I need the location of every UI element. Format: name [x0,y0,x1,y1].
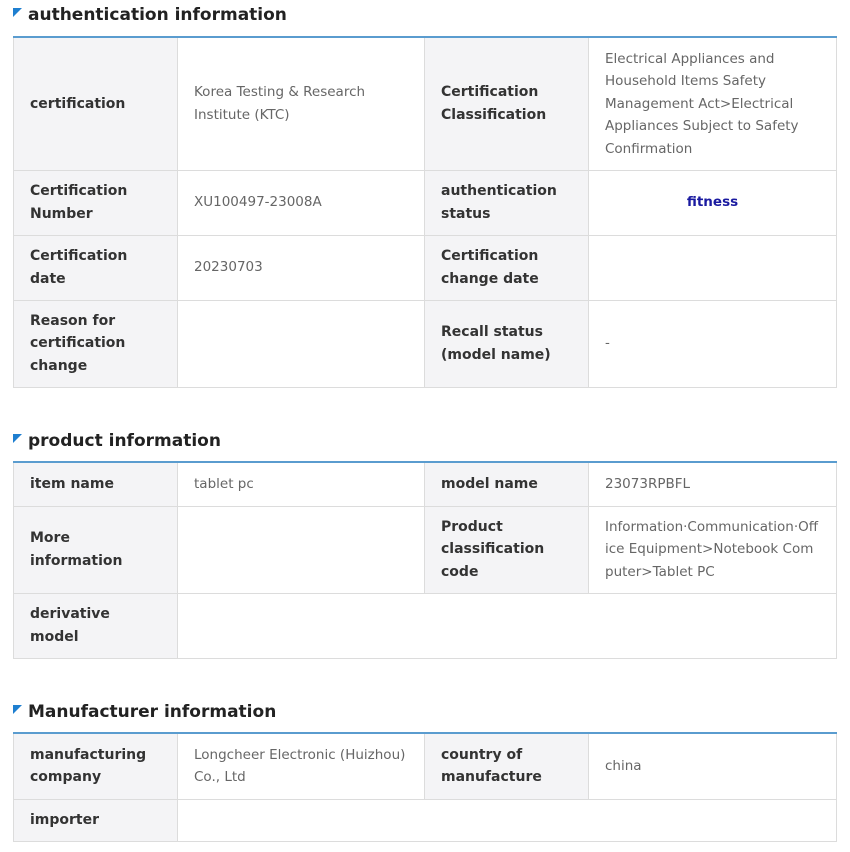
number-value: XU100497-23008A [177,169,425,236]
code-label: Product classification code [424,505,589,594]
company-label: manufacturing company [13,732,178,800]
certification-label: certification [13,36,178,171]
table-row: certification Korea Testing & Research I… [13,36,837,171]
company-value: Longcheer Electronic (Huizhou) Co., Ltd [177,732,425,800]
reason-label: Reason for certification change [13,299,178,388]
table-row: item name tablet pc model name 23073RPBF… [13,461,837,507]
date-value: 20230703 [177,234,425,301]
more-value [177,505,425,594]
section-flag-icon [13,433,22,443]
classification-value: Electrical Appliances and Household Item… [588,36,837,171]
section-flag-icon [13,7,22,17]
table-row: More information Product classification … [13,505,837,594]
importer-label: importer [13,798,178,842]
manufacturer-table: manufacturing company Longcheer Electron… [13,732,837,842]
table-row: importer [13,798,837,842]
manufacturer-section-title: Manufacturer information [13,702,276,722]
recall-label: Recall status (model name) [424,299,589,388]
manufacturer-title: Manufacturer information [28,702,277,722]
status-label: authentication status [424,169,589,236]
product-table: item name tablet pc model name 23073RPBF… [13,461,837,659]
item-label: item name [13,461,178,507]
product-title: product information [28,431,221,451]
table-row: Certification Number XU100497-23008A aut… [13,169,837,236]
table-row: derivative model [13,592,837,659]
item-value: tablet pc [177,461,425,507]
table-row: manufacturing company Longcheer Electron… [13,732,837,800]
country-value: china [588,732,837,800]
auth-section-title: authentication information [13,5,287,25]
change-date-label: Certification change date [424,234,589,301]
reason-value [177,299,425,388]
model-value: 23073RPBFL [588,461,837,507]
status-badge: fitness [686,194,739,211]
auth-title: authentication information [28,5,287,25]
status-cell: fitness [588,169,837,236]
derivative-label: derivative model [13,592,178,659]
product-section-title: product information [13,431,221,451]
table-row: Certification date 20230703 Certificatio… [13,234,837,301]
table-row: Reason for certification change Recall s… [13,299,837,388]
importer-value [177,798,837,842]
code-value: Information·Communication·Office Equipme… [588,505,837,594]
model-label: model name [424,461,589,507]
derivative-value [177,592,837,659]
date-label: Certification date [13,234,178,301]
classification-label: Certification Classification [424,36,589,171]
change-date-value [588,234,837,301]
recall-value: - [588,299,837,388]
section-flag-icon [13,704,22,714]
number-label: Certification Number [13,169,178,236]
auth-table: certification Korea Testing & Research I… [13,36,837,388]
country-label: country of manufacture [424,732,589,800]
more-label: More information [13,505,178,594]
certification-value: Korea Testing & Research Institute (KTC) [177,36,425,171]
